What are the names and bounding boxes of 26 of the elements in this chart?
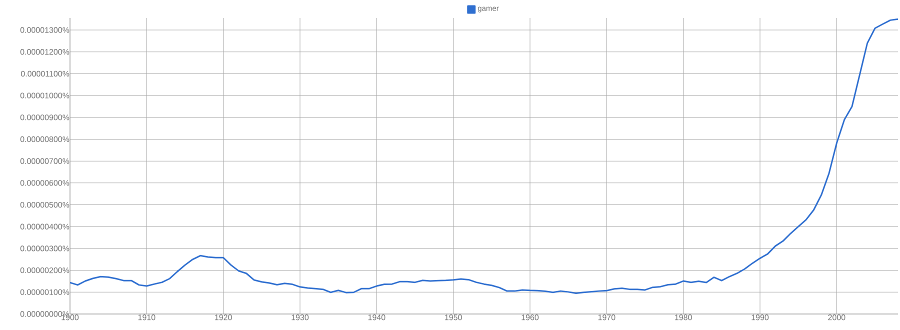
x-tick-label: 1980: [675, 314, 692, 320]
x-tick-label: 2000: [828, 314, 846, 320]
x-tick-label: 1960: [522, 314, 539, 320]
y-tick-label: 0.00000200%: [20, 267, 70, 274]
x-tick-label: 1970: [598, 314, 616, 320]
y-tick-label: 0.00000800%: [20, 136, 70, 142]
y-tick-label: 0.00000600%: [20, 180, 70, 186]
y-tick-label: 0.00001300%: [20, 27, 70, 33]
x-tick-label: 1920: [215, 314, 232, 320]
y-tick-label: 0.00000000%: [20, 311, 70, 317]
y-tick-label: 0.00000300%: [20, 246, 70, 252]
y-tick-label: 0.00001100%: [20, 70, 70, 77]
y-tick-label: 0.00000700%: [20, 158, 70, 164]
x-tick-label: 1940: [368, 314, 386, 320]
y-tick-label: 0.00000500%: [20, 202, 70, 208]
x-tick-label: 1950: [445, 314, 462, 320]
x-tick-label: 1990: [752, 314, 769, 320]
x-tick-label: 1900: [62, 314, 79, 320]
x-tick-label: 1930: [292, 314, 309, 320]
y-tick-label: 0.00000900%: [20, 114, 70, 120]
y-tick-label: 0.00000100%: [20, 289, 70, 295]
y-tick-label: 0.00001200%: [20, 49, 70, 55]
x-tick-label: 1910: [138, 314, 156, 320]
line-series: [70, 18, 898, 294]
y-tick-label: 0.00001000%: [20, 92, 70, 98]
y-tick-label: 0.00000400%: [20, 224, 70, 230]
